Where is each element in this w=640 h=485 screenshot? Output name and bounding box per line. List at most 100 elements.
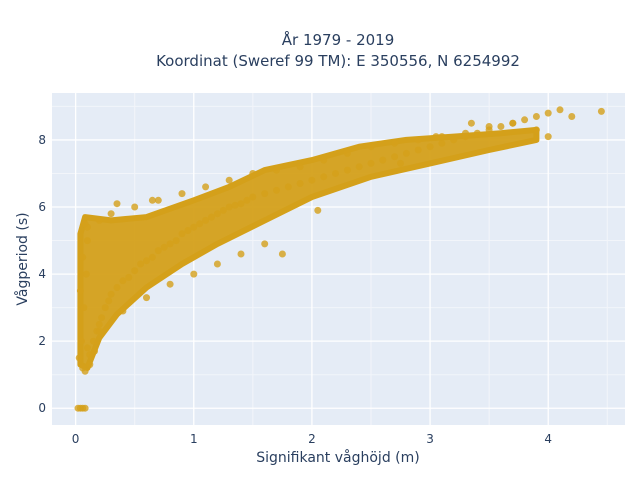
- x-tick-label: 0: [72, 432, 80, 446]
- data-point: [107, 210, 115, 218]
- data-point: [402, 149, 410, 157]
- y-tick-label: 6: [38, 200, 46, 214]
- data-point: [113, 200, 121, 208]
- x-tick-label: 2: [308, 432, 316, 446]
- data-point: [184, 227, 192, 234]
- data-point: [485, 123, 493, 130]
- data-point: [237, 250, 245, 258]
- data-point: [379, 156, 387, 164]
- data-point: [225, 176, 233, 184]
- x-tick-label: 3: [426, 432, 434, 446]
- data-point: [355, 163, 363, 171]
- data-point: [296, 163, 304, 171]
- data-point: [81, 220, 89, 228]
- data-point: [320, 156, 328, 164]
- data-point: [95, 327, 103, 335]
- data-point: [101, 304, 109, 312]
- data-point: [196, 220, 204, 228]
- data-point: [273, 186, 280, 194]
- chart-title-line-1: År 1979 - 2019: [282, 30, 395, 49]
- x-tick-label: 4: [544, 432, 552, 446]
- data-point: [202, 216, 210, 224]
- data-point: [154, 247, 162, 255]
- x-axis-title: Signifikant våghöjd (m): [256, 449, 419, 466]
- data-point: [172, 237, 180, 245]
- y-axis-title: Vågperiod (s): [14, 212, 31, 305]
- data-point: [219, 206, 227, 214]
- data-point: [81, 404, 89, 412]
- data-point: [105, 297, 113, 305]
- data-point: [213, 260, 221, 268]
- data-point: [178, 190, 186, 198]
- data-point: [148, 253, 156, 261]
- data-point: [249, 170, 257, 177]
- y-tick-label: 8: [38, 133, 46, 147]
- data-point: [83, 237, 91, 245]
- data-point: [450, 136, 458, 144]
- data-point: [178, 230, 186, 238]
- data-point: [343, 149, 351, 157]
- data-point: [148, 196, 156, 204]
- data-point: [137, 260, 145, 268]
- data-point: [414, 136, 422, 144]
- data-point: [76, 287, 84, 295]
- data-point: [320, 173, 328, 181]
- data-point: [231, 201, 239, 209]
- data-point: [119, 277, 127, 285]
- data-point: [414, 146, 422, 154]
- y-tick-label: 0: [38, 401, 46, 415]
- data-point: [314, 206, 322, 214]
- data-point: [79, 253, 87, 261]
- data-point: [438, 133, 446, 141]
- data-point: [89, 337, 97, 345]
- data-point: [78, 337, 85, 345]
- data-point: [343, 166, 351, 174]
- data-point: [190, 223, 198, 231]
- data-point: [131, 203, 139, 211]
- data-point: [391, 139, 399, 147]
- data-point: [249, 193, 257, 201]
- data-point: [432, 133, 440, 141]
- data-point: [107, 290, 115, 298]
- data-point: [332, 170, 339, 177]
- data-point: [462, 129, 469, 137]
- data-point: [367, 143, 375, 151]
- data-point: [391, 153, 399, 161]
- data-point: [308, 176, 316, 184]
- data-point: [278, 250, 286, 258]
- data-point: [86, 361, 94, 369]
- data-point: [544, 109, 552, 117]
- data-point: [131, 267, 139, 275]
- data-point: [95, 320, 103, 328]
- data-point: [556, 106, 564, 114]
- data-point: [261, 190, 269, 198]
- data-point: [532, 113, 540, 120]
- data-point: [213, 210, 221, 218]
- data-point: [509, 119, 517, 127]
- data-point: [521, 116, 529, 124]
- data-point: [143, 294, 150, 302]
- data-point: [95, 216, 103, 224]
- data-point: [81, 367, 89, 375]
- data-point: [273, 166, 280, 174]
- chart-title-line-2: Koordinat (Sweref 99 TM): E 350556, N 62…: [156, 52, 520, 70]
- data-point: [166, 240, 174, 248]
- y-tick-label: 4: [38, 267, 46, 281]
- data-point: [426, 143, 434, 151]
- tick-labels: 0 1 2 3 4 0 2 4 6 8: [38, 133, 552, 446]
- data-points: [74, 106, 605, 412]
- data-point: [125, 273, 133, 281]
- dense-point-cloud: [77, 126, 540, 371]
- data-point: [367, 159, 375, 167]
- data-point: [296, 180, 304, 187]
- data-point: [143, 257, 150, 265]
- data-point: [160, 243, 168, 251]
- data-point: [397, 159, 404, 167]
- data-point: [208, 213, 215, 221]
- data-point: [243, 196, 251, 204]
- data-point: [497, 123, 505, 130]
- data-density-band: [77, 126, 540, 371]
- data-point: [467, 119, 475, 127]
